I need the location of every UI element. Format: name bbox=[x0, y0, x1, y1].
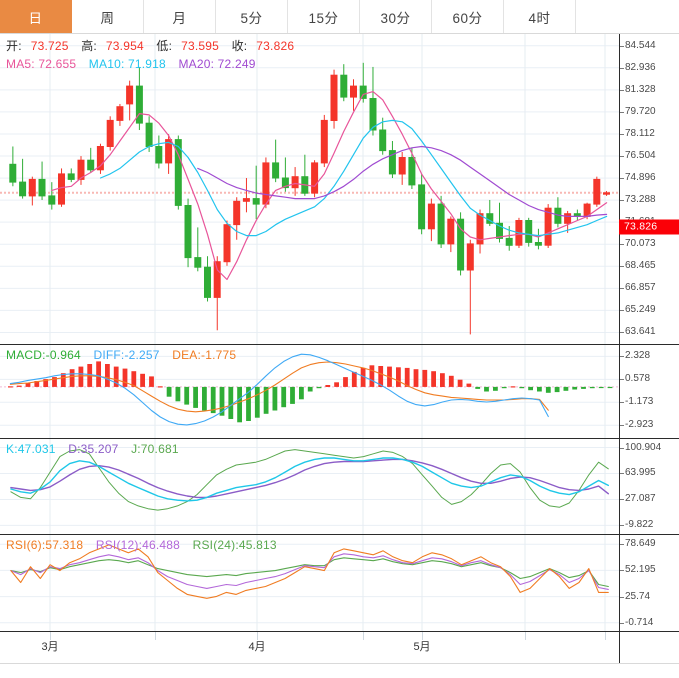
tab-5min-label: 5分 bbox=[240, 10, 263, 26]
timeframe-tabbar: 日 周 月 5分 15分 30分 60分 4时 bbox=[0, 0, 679, 34]
axis-tick: 27.087 bbox=[620, 494, 656, 504]
time-axis-label: 4月 bbox=[248, 641, 266, 653]
kdj-panel[interactable]: K:47.031 D:35.207 J:70.681 100.904 63.995… bbox=[0, 439, 679, 534]
axis-tick: 73.288 bbox=[620, 195, 656, 205]
tab-30min-label: 30分 bbox=[380, 10, 411, 26]
kdj-axis: 100.904 63.995 27.087 -9.822 bbox=[619, 439, 679, 534]
axis-tick: 2.328 bbox=[620, 351, 650, 361]
axis-tick: -2.923 bbox=[620, 420, 653, 430]
macd-panel[interactable]: MACD:-0.964 DIFF:-2.257 DEA:-1.775 2.328… bbox=[0, 345, 679, 438]
tab-month-label: 月 bbox=[172, 10, 187, 26]
axis-tick: 66.857 bbox=[620, 283, 656, 293]
axis-tick: 79.720 bbox=[620, 106, 656, 117]
rsi-panel[interactable]: RSI(6):57.318 RSI(12):46.488 RSI(24):45.… bbox=[0, 535, 679, 631]
divider-kdj-rsi bbox=[0, 534, 679, 535]
axis-tick: 100.904 bbox=[620, 442, 661, 453]
time-axis-tick bbox=[605, 632, 606, 640]
time-axis-tick bbox=[422, 632, 423, 640]
axis-tick: 65.249 bbox=[620, 305, 656, 315]
time-axis: 3月 4月 5月 bbox=[0, 632, 679, 664]
time-axis-tick bbox=[257, 632, 258, 640]
axis-tick: 81.328 bbox=[620, 84, 656, 95]
tab-4hour[interactable]: 4时 bbox=[504, 0, 576, 33]
axis-tick: 63.995 bbox=[620, 468, 656, 478]
axis-tick: 68.465 bbox=[620, 261, 656, 271]
tab-month[interactable]: 月 bbox=[144, 0, 216, 33]
macd-svg bbox=[0, 345, 619, 438]
axis-tick: 63.641 bbox=[620, 327, 656, 337]
divider-rsi-time bbox=[0, 631, 679, 632]
axis-tick: 25.74 bbox=[620, 591, 650, 602]
time-axis-tick bbox=[363, 632, 364, 640]
time-axis-tick bbox=[155, 632, 156, 640]
axis-tick: 78.649 bbox=[620, 539, 656, 549]
axis-tick: 0.578 bbox=[620, 374, 650, 384]
time-axis-label: 5月 bbox=[413, 641, 431, 653]
candlestick-svg bbox=[0, 34, 619, 344]
axis-tick: 84.544 bbox=[620, 40, 656, 51]
axis-tick: 76.504 bbox=[620, 151, 656, 161]
macd-plot-area[interactable] bbox=[0, 345, 619, 438]
price-panel[interactable]: 开: 73.725 高: 73.954 低: 73.595 收: 73.826 MA5:… bbox=[0, 34, 679, 344]
tab-60min-label: 60分 bbox=[452, 10, 483, 26]
tab-week-label: 周 bbox=[100, 10, 115, 26]
time-axis-labels: 3月 4月 5月 bbox=[0, 632, 619, 663]
time-axis-label: 3月 bbox=[41, 641, 59, 653]
axis-tick: 52.195 bbox=[620, 565, 656, 575]
time-axis-tick bbox=[50, 632, 51, 640]
axis-tick: 82.936 bbox=[620, 62, 656, 73]
axis-tick: -9.822 bbox=[620, 520, 653, 530]
last-price-value: 73.826 bbox=[624, 220, 658, 233]
kdj-svg bbox=[0, 439, 619, 534]
tab-week[interactable]: 周 bbox=[72, 0, 144, 33]
divider-price-macd bbox=[0, 344, 679, 345]
axis-tick: 70.073 bbox=[620, 239, 656, 249]
tab-5min[interactable]: 5分 bbox=[216, 0, 288, 33]
tab-15min-label: 15分 bbox=[308, 10, 339, 26]
rsi-svg bbox=[0, 535, 619, 631]
divider-macd-kdj bbox=[0, 438, 679, 439]
last-price-tag: 73.826 bbox=[619, 219, 679, 235]
tab-15min[interactable]: 15分 bbox=[288, 0, 360, 33]
price-plot-area[interactable] bbox=[0, 34, 619, 344]
rsi-plot-area[interactable] bbox=[0, 535, 619, 631]
axis-tick: -1.173 bbox=[620, 397, 653, 407]
axis-tick: 78.112 bbox=[620, 128, 655, 139]
kdj-plot-area[interactable] bbox=[0, 439, 619, 534]
time-axis-tick bbox=[525, 632, 526, 640]
tab-4hour-label: 4时 bbox=[528, 10, 551, 26]
rsi-axis: 78.649 52.195 25.74 -0.714 bbox=[619, 535, 679, 631]
tab-day[interactable]: 日 bbox=[0, 0, 72, 33]
tabbar-filler bbox=[576, 0, 679, 33]
price-axis: 84.544 82.936 81.328 79.720 78.112 76.504 74.8… bbox=[619, 34, 679, 344]
tab-day-label: 日 bbox=[28, 10, 43, 26]
tab-30min[interactable]: 30分 bbox=[360, 0, 432, 33]
tab-60min[interactable]: 60分 bbox=[432, 0, 504, 33]
macd-axis: 2.328 0.578 -1.173 -2.923 bbox=[619, 345, 679, 438]
time-axis-corner bbox=[619, 632, 679, 663]
axis-tick: 74.896 bbox=[620, 173, 656, 183]
axis-tick: -0.714 bbox=[620, 617, 653, 628]
